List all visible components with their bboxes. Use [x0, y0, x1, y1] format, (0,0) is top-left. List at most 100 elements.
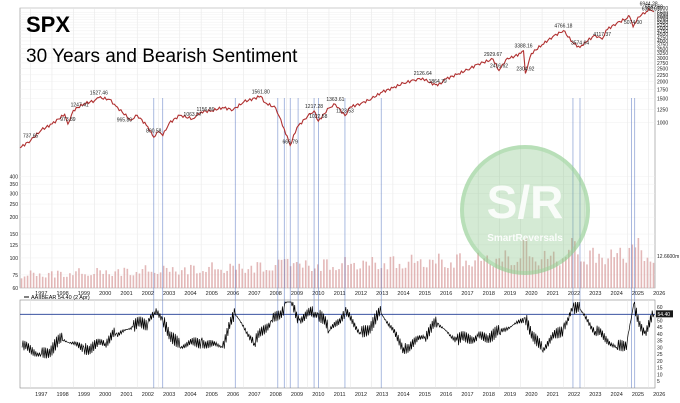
volume-bar	[552, 251, 555, 288]
volume-bar	[444, 267, 446, 288]
volume-bar	[66, 276, 68, 288]
volume-bar	[50, 271, 53, 288]
volume-bar	[395, 268, 398, 288]
volume-bar	[374, 262, 377, 288]
volume-bar	[404, 267, 407, 288]
volume-bar	[177, 274, 180, 288]
price-annotation: 1527.46	[90, 91, 108, 97]
volume-bar	[377, 269, 380, 288]
volume-bar	[307, 265, 310, 288]
price-x-tick-label: 2011	[334, 291, 346, 297]
price-x-tick-label: 2023	[589, 291, 601, 297]
volume-bar	[132, 275, 135, 288]
volume-bar	[483, 258, 485, 288]
volume-bar	[447, 267, 449, 288]
volume-bar	[232, 265, 234, 288]
volume-bar	[410, 254, 413, 288]
price-annotation: 4117.37	[593, 32, 611, 38]
volume-bar	[41, 276, 44, 288]
price-annotation: 973.89	[60, 117, 76, 123]
indicator-x-tick-label: 1997	[35, 392, 47, 398]
price-x-tick-label: 2018	[483, 291, 495, 297]
price-y-tick-label: 250	[10, 202, 19, 208]
indicator-x-tick-label: 2006	[227, 392, 239, 398]
watermark-main-text: S/R	[486, 176, 564, 228]
price-x-tick-label: 2013	[376, 291, 388, 297]
volume-bar	[162, 265, 165, 288]
volume-bar	[168, 271, 171, 288]
volume-bar	[419, 259, 422, 288]
volume-bar	[120, 275, 123, 288]
price-y-tick-label: 2250	[657, 73, 668, 79]
volume-bar	[111, 275, 114, 288]
volume-bar	[434, 263, 437, 288]
volume-bar	[129, 275, 132, 288]
indicator-x-tick-label: 2007	[248, 392, 260, 398]
volume-bar	[26, 275, 29, 288]
volume-bar	[332, 267, 334, 288]
volume-bar	[574, 241, 576, 288]
volume-bar	[69, 273, 71, 288]
indicator-x-tick-label: 2004	[184, 392, 196, 398]
volume-bar	[486, 255, 488, 288]
indicator-x-tick-label: 2018	[483, 392, 495, 398]
volume-bar	[347, 265, 349, 288]
volume-bar	[147, 271, 150, 288]
volume-bar	[256, 262, 259, 288]
indicator-y-tick-label: 50	[657, 318, 663, 324]
indicator-y-tick-label: 30	[657, 345, 663, 351]
indicator-x-tick-label: 2026	[653, 392, 665, 398]
indicator-x-tick-label: 2000	[99, 392, 111, 398]
indicator-x-tick-label: 2013	[376, 392, 388, 398]
price-annotation: 4766.18	[554, 24, 572, 30]
price-annotation: 1363.61	[326, 97, 344, 103]
volume-bar	[353, 262, 355, 288]
volume-bar	[622, 258, 625, 288]
price-y-tick-label: 3000	[657, 56, 668, 62]
indicator-y-tick-label: 45	[657, 325, 663, 331]
indicator-x-tick-label: 2022	[568, 392, 580, 398]
volume-bar	[99, 270, 101, 288]
volume-bar	[238, 263, 241, 288]
price-x-tick-label: 2024	[611, 291, 623, 297]
price-annotation: 2416.62	[490, 64, 508, 70]
volume-bar	[217, 269, 219, 288]
volume-bar	[268, 270, 271, 288]
volume-bar	[540, 259, 543, 288]
volume-bar	[368, 265, 371, 288]
price-y-tick-label: 2000	[657, 80, 668, 86]
volume-bar	[165, 267, 168, 288]
volume-bar	[589, 250, 591, 288]
price-y-tick-label: 400	[10, 174, 19, 180]
volume-bar	[317, 264, 319, 288]
volume-bar	[437, 253, 440, 288]
volume-bar	[468, 265, 470, 288]
volume-bar	[274, 265, 277, 288]
volume-bar	[159, 272, 162, 288]
indicator-x-tick-label: 2023	[589, 392, 601, 398]
volume-bar	[598, 253, 600, 288]
volume-bar	[465, 260, 467, 288]
price-y-tick-label: 5250	[657, 23, 668, 29]
price-x-tick-label: 1998	[56, 291, 68, 297]
volume-bar	[190, 264, 192, 288]
indicator-x-tick-label: 2025	[632, 392, 644, 398]
price-annotation: 1561.80	[252, 89, 270, 95]
indicator-x-tick-label: 2020	[525, 392, 537, 398]
price-annotation: 5074.00	[624, 20, 642, 26]
price-x-tick-label: 2007	[248, 291, 260, 297]
volume-bar	[416, 261, 419, 288]
indicator-y-tick-label: 10	[657, 372, 663, 378]
volume-bar	[441, 259, 443, 288]
volume-bar	[646, 257, 649, 288]
price-y-tick-label: 2500	[657, 67, 668, 73]
chart-title: SPX	[26, 12, 71, 37]
volume-bar	[208, 266, 210, 288]
volume-bar	[628, 247, 631, 288]
volume-bar	[247, 269, 250, 288]
volume-bar	[428, 259, 431, 288]
volume-bar	[462, 266, 464, 288]
volume-bar	[63, 276, 65, 288]
volume-bar	[292, 263, 295, 288]
volume-bar	[271, 270, 274, 288]
